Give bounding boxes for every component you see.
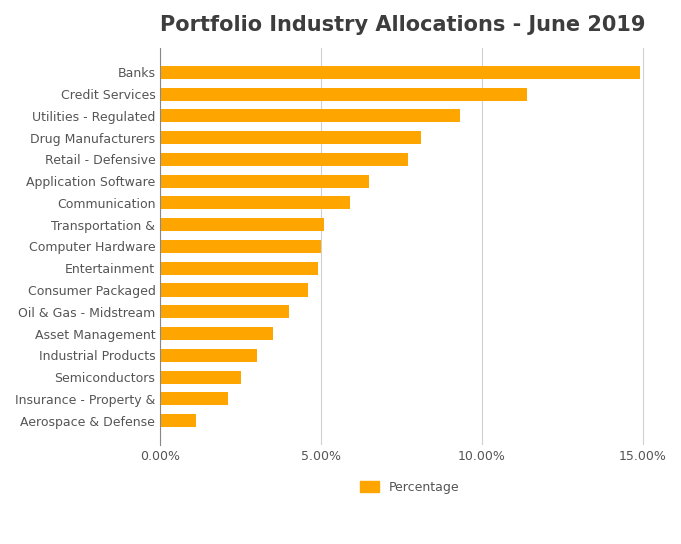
Bar xyxy=(160,66,639,79)
Bar xyxy=(160,370,240,384)
Bar xyxy=(160,88,527,101)
Bar xyxy=(160,283,308,296)
Bar xyxy=(160,131,421,144)
Bar xyxy=(160,392,228,405)
Bar xyxy=(160,414,195,427)
Bar xyxy=(160,153,408,166)
Bar xyxy=(160,218,324,231)
Bar xyxy=(160,196,350,209)
Legend: Percentage: Percentage xyxy=(355,475,464,499)
Bar xyxy=(160,262,318,275)
Bar xyxy=(160,175,369,188)
Bar xyxy=(160,349,257,362)
Bar xyxy=(160,327,273,340)
Text: Portfolio Industry Allocations - June 2019: Portfolio Industry Allocations - June 20… xyxy=(160,15,646,35)
Bar xyxy=(160,240,321,253)
Bar xyxy=(160,305,289,318)
Bar xyxy=(160,109,460,122)
